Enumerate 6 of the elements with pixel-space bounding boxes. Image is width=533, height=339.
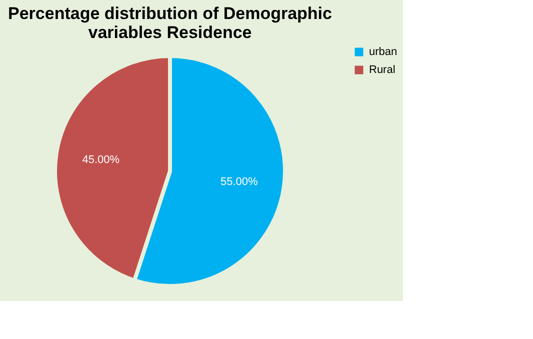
text: Percentage distribution of Demographic [8,4,332,23]
legend-label: Rural [369,64,396,76]
text: variables Residence [88,23,252,42]
data-label: 55.00% [220,176,258,188]
legend-label: urban [369,46,398,58]
data-label: 45.00% [82,154,120,166]
